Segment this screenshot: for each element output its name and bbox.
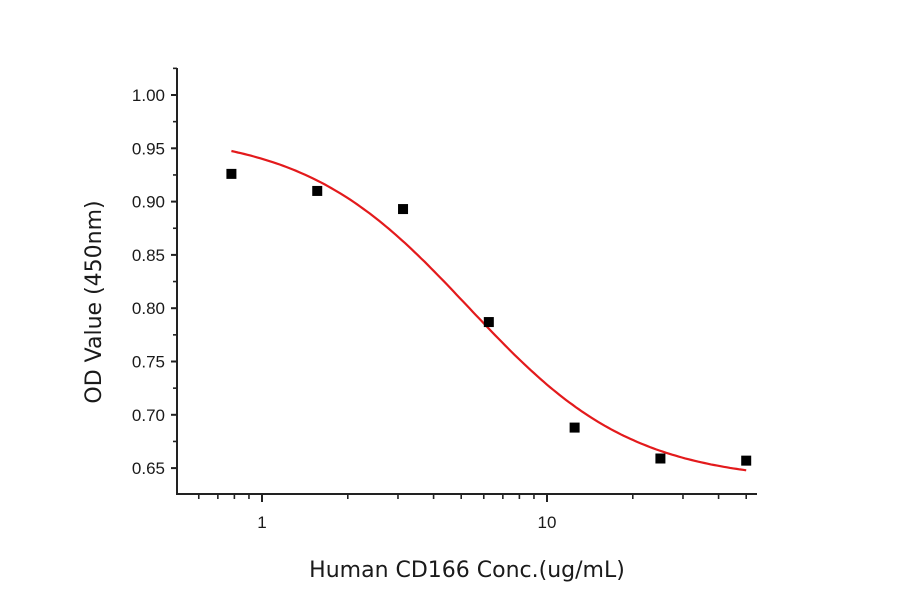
data-point-marker (741, 455, 752, 466)
data-point-marker (312, 185, 323, 196)
data-point-marker (398, 204, 409, 215)
data-points (226, 168, 752, 466)
x-axis-title: Human CD166 Conc.(ug/mL) (309, 558, 625, 583)
y-tick-label: 0.80 (132, 299, 165, 318)
data-point-marker (483, 317, 494, 328)
data-point-marker (226, 168, 237, 179)
y-tick-label: 0.65 (132, 459, 165, 478)
y-tick-label: 0.90 (132, 193, 165, 212)
fit-curve (231, 149, 747, 472)
y-tick-label: 0.95 (132, 139, 165, 158)
y-tick-label: 0.75 (132, 353, 165, 372)
plot-area: 1.00 0.95 0.90 0.85 0.80 0.75 0.70 0.65 1 10 (132, 67, 757, 532)
y-tick-label: 0.70 (132, 406, 165, 425)
x-axis-ticks: 1 10 (197, 494, 748, 532)
x-tick-label: 10 (538, 513, 557, 532)
y-axis-ticks: 1.00 0.95 0.90 0.85 0.80 0.75 0.70 0.65 (132, 67, 177, 478)
y-tick-label: 1.00 (132, 86, 165, 105)
data-point-marker (569, 422, 580, 433)
y-axis-title: OD Value (450nm) (82, 200, 107, 403)
data-point-marker (655, 453, 666, 464)
y-tick-label: 0.85 (132, 246, 165, 265)
x-tick-label: 1 (257, 513, 266, 532)
